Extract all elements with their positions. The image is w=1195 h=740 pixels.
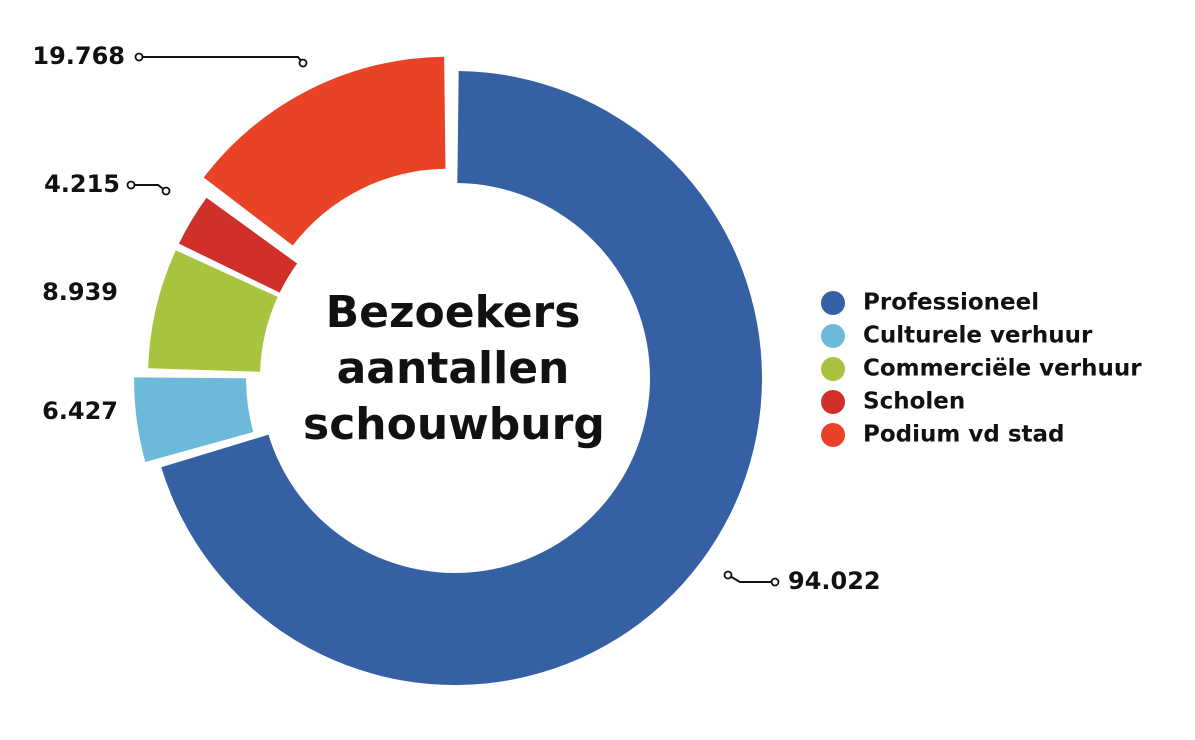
value-label: 6.427 — [42, 397, 118, 425]
donut-slice — [203, 56, 446, 246]
legend-marker — [821, 324, 845, 348]
leader-dot — [298, 58, 308, 68]
leader-dot — [126, 180, 136, 190]
legend-marker — [821, 357, 845, 381]
legend-marker — [821, 390, 845, 414]
chart-title: Bezoekers aantallen schouwburg — [303, 287, 605, 450]
leader-line — [131, 184, 167, 192]
legend-label: Culturele verhuur — [863, 323, 1093, 349]
legend-label: Professioneel — [863, 290, 1039, 316]
leader-dot — [770, 577, 780, 587]
leader-line — [727, 574, 775, 583]
leader-dot — [161, 186, 171, 196]
leader-dot — [723, 570, 733, 580]
legend-marker — [821, 291, 845, 315]
donut-slice — [134, 377, 254, 463]
legend-label: Podium vd stad — [863, 422, 1065, 448]
donut-slice — [148, 250, 278, 372]
leader-line — [139, 56, 304, 64]
value-label: 19.768 — [32, 42, 125, 70]
legend-label: Scholen — [863, 389, 965, 415]
value-label: 94.022 — [788, 567, 881, 595]
value-label: 4.215 — [44, 170, 120, 198]
value-label: 8.939 — [42, 278, 118, 306]
donut-slice — [178, 197, 298, 293]
legend-label: Commerciële verhuur — [863, 356, 1142, 382]
leader-dot — [134, 52, 144, 62]
legend-marker — [821, 423, 845, 447]
donut-slice — [161, 71, 762, 686]
